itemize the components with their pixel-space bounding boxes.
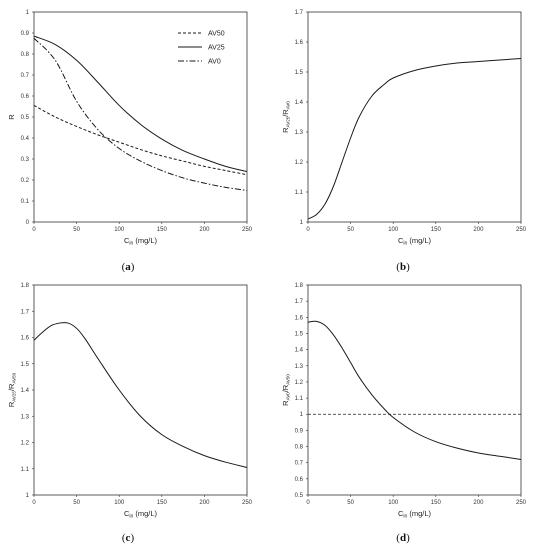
y-tick-label: 1.4 (295, 348, 304, 354)
y-tick-label: 1.5 (21, 362, 30, 368)
x-axis-label: Cin (mg/L) (124, 509, 158, 520)
x-tick-label: 150 (157, 227, 168, 233)
y-tick-label: 1.1 (21, 467, 30, 473)
series-line-av25 (33, 35, 248, 173)
y-tick-label: 0.2 (21, 178, 30, 184)
y-tick-label: 1.5 (295, 70, 304, 76)
x-tick-label: 100 (114, 227, 125, 233)
x-tick-label: 100 (388, 227, 399, 233)
y-tick-label: 1.6 (295, 40, 304, 46)
x-tick-label: 250 (516, 500, 527, 506)
plot-frame (33, 11, 248, 223)
y-tick-label: 1.7 (21, 309, 30, 315)
x-tick-label: 200 (199, 227, 210, 233)
series-line-av50 (33, 105, 248, 176)
y-tick-label: 1.7 (295, 10, 304, 16)
y-tick-label: 1.3 (295, 364, 304, 370)
y-tick-label: 0 (26, 220, 30, 226)
x-tick-label: 250 (516, 227, 527, 233)
x-axis-label: Cin (mg/L) (124, 236, 158, 247)
plot-frame (33, 284, 248, 496)
legend-label: AV25 (208, 45, 225, 52)
y-tick-label: 1.2 (21, 441, 30, 447)
legend-label: AV0 (208, 59, 221, 66)
x-tick-label: 150 (157, 500, 168, 506)
y-tick-label: 0.6 (21, 94, 30, 100)
y-tick-label: 0.3 (21, 157, 30, 163)
x-tick-label: 100 (388, 500, 399, 506)
y-axis-label: RAV25/RAV0 (281, 101, 291, 133)
x-tick-label: 150 (431, 500, 442, 506)
y-axis-label: R (7, 114, 16, 120)
y-tick-label: 1.1 (295, 396, 304, 402)
panel-caption: (c) (122, 532, 135, 544)
y-tick-label: 1.4 (21, 388, 30, 394)
y-tick-label: 0.5 (21, 115, 30, 121)
x-tick-label: 50 (73, 227, 80, 233)
x-tick-label: 0 (32, 227, 36, 233)
x-tick-label: 250 (242, 227, 253, 233)
x-tick-label: 50 (347, 227, 354, 233)
x-axis-label: Cin (mg/L) (398, 236, 432, 247)
x-tick-label: 200 (473, 227, 484, 233)
y-tick-label: 1.4 (295, 100, 304, 106)
x-tick-label: 0 (306, 500, 310, 506)
chart-panel-a: 0 50 100 150 200 250 0 0.1 0.2 0.3 0.4 0.5 0.6 0.7 0.8… (7, 10, 253, 273)
y-tick-label: 0.1 (21, 199, 30, 205)
panel-caption: (d) (396, 532, 410, 544)
y-tick-label: 0.4 (21, 136, 30, 142)
x-tick-label: 150 (431, 227, 442, 233)
series-line-1 (33, 322, 248, 468)
y-tick-label: 1.2 (295, 160, 304, 166)
series-line-1 (307, 58, 522, 220)
y-tick-label: 1 (300, 412, 304, 418)
y-tick-label: 1 (300, 220, 304, 226)
panel-caption: (b) (396, 261, 410, 273)
series-line-av0 (33, 37, 248, 191)
chart-panel-d: 0 50 100 150 200 250 0.5 0.6 0.7 0.8 0.9 1 1.1 1.2 1.3… (281, 283, 527, 544)
x-tick-label: 100 (114, 500, 125, 506)
y-tick-label: 1.1 (295, 190, 304, 196)
y-axis-label: RAV0/RAV50 (281, 374, 291, 406)
chart-panel-b: 0 50 100 150 200 250 1 1.1 1.2 1.3 1.4 1.5 1.6 1.7 Cin… (281, 10, 527, 273)
x-tick-label: 50 (73, 500, 80, 506)
y-tick-label: 0.7 (295, 461, 304, 467)
x-tick-label: 50 (347, 500, 354, 506)
y-tick-label: 0.7 (21, 73, 30, 79)
y-tick-label: 1.7 (295, 299, 304, 305)
x-tick-label: 250 (242, 500, 253, 506)
x-axis-label: Cin (mg/L) (398, 509, 432, 520)
y-tick-label: 0.5 (295, 493, 304, 499)
series-line-1 (307, 320, 522, 460)
chart-panel-c: 0 50 100 150 200 250 1 1.1 1.2 1.3 1.4 1.5 1.6 1.7 1.8… (7, 283, 253, 544)
y-tick-label: 1.6 (295, 315, 304, 321)
y-tick-label: 0.6 (295, 477, 304, 483)
y-tick-label: 1 (26, 10, 30, 16)
y-tick-label: 1.8 (21, 283, 30, 289)
legend-label: AV50 (208, 31, 225, 38)
y-tick-label: 1.5 (295, 331, 304, 337)
y-tick-label: 1 (26, 493, 30, 499)
y-tick-label: 1.8 (295, 283, 304, 289)
y-tick-label: 1.6 (21, 336, 30, 342)
y-tick-label: 1.3 (21, 414, 30, 420)
x-tick-label: 0 (306, 227, 310, 233)
y-axis-label: RAV25/RAV50 (7, 372, 17, 407)
y-tick-label: 0.9 (21, 31, 30, 37)
x-tick-label: 0 (32, 500, 36, 506)
x-tick-label: 200 (473, 500, 484, 506)
y-tick-label: 0.8 (21, 52, 30, 58)
y-tick-label: 1.3 (295, 130, 304, 136)
y-tick-label: 0.8 (295, 445, 304, 451)
y-tick-label: 0.9 (295, 428, 304, 434)
plot-frame (307, 284, 522, 496)
y-tick-label: 1.2 (295, 380, 304, 386)
x-tick-label: 200 (199, 500, 210, 506)
plot-frame (307, 11, 522, 223)
panel-caption: (a) (122, 261, 135, 273)
